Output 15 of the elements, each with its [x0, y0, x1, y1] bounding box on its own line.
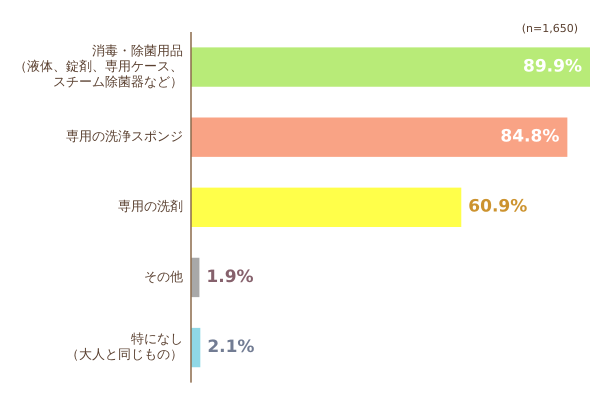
y-tick-label: 専用の洗剤 — [118, 200, 183, 215]
data-label: 60.9% — [468, 196, 528, 217]
bar — [191, 47, 590, 87]
y-tick-label: 消毒・除菌用品（液体、錠剤、専用ケース、スチーム除菌器など） — [14, 44, 183, 90]
data-label: 2.1% — [207, 336, 254, 357]
y-tick-label: 専用の洗浄スポンジ — [66, 130, 183, 145]
data-label: 89.9% — [523, 56, 582, 76]
annotation: (n=1,650) — [522, 22, 578, 35]
data-label: 84.8% — [500, 126, 560, 147]
bar — [191, 328, 200, 368]
bar — [191, 188, 462, 228]
y-tick-label: その他 — [144, 270, 183, 285]
y-tick-label: 特になし（大人と同じもの） — [66, 332, 183, 363]
bar — [191, 117, 568, 157]
data-label: 1.9% — [206, 266, 254, 287]
